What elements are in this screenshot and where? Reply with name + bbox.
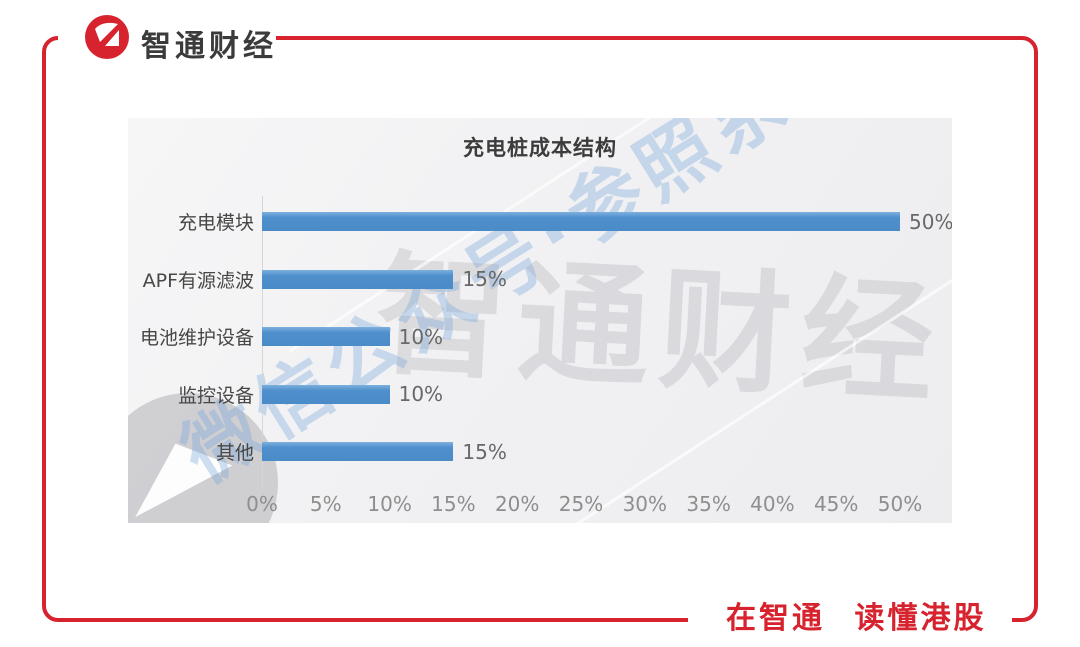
bar [262, 384, 390, 404]
category-label: 其他 [215, 442, 254, 465]
chart-row: 其他 15% [128, 423, 952, 481]
value-label: 50% [909, 209, 952, 234]
x-tick-label: 20% [494, 492, 540, 516]
value-label: 10% [398, 382, 444, 407]
brand-name: 智通财经 [141, 29, 277, 64]
x-tick-label: 45% [813, 492, 859, 516]
logo-z-icon [85, 13, 129, 61]
category-label: 电池维护设备 [139, 327, 254, 350]
chart-title: 充电桩成本结构 [463, 136, 617, 160]
bar [262, 269, 454, 289]
chart-row: 电池维护设备 10% [128, 308, 952, 366]
chart-row: APF有源滤波 15% [128, 251, 952, 309]
chart-panel: 智通财经 微信公众号·参照系 充电桩成本结构 充电模块 50% APF有源滤波 15%… [128, 118, 952, 523]
value-label: 10% [398, 324, 444, 349]
brand-slogan: 在智通 读懂港股 [726, 601, 987, 636]
x-tick-label: 40% [750, 492, 795, 516]
border-gap-bottom [688, 608, 1012, 630]
category-label: APF有源滤波 [142, 269, 254, 292]
chart-row: 充电模块 50% [128, 193, 952, 251]
x-tick-label: 30% [622, 492, 668, 516]
x-tick-label: 25% [558, 492, 604, 516]
red-frame-border [42, 36, 1038, 622]
value-label: 15% [462, 267, 507, 292]
plot-area: 充电模块 50% APF有源滤波 15% 电池维护设备 10% 监控设备 10% 其他 15% [128, 193, 952, 481]
x-tick-label: 10% [367, 492, 412, 516]
category-label: 充电模块 [177, 212, 254, 235]
x-tick-label: 5% [309, 492, 342, 516]
bar [262, 442, 454, 462]
x-tick-label: 50% [877, 492, 923, 516]
chart-row: 监控设备 10% [128, 366, 952, 424]
bar [262, 327, 390, 347]
x-tick-label: 0% [246, 492, 278, 516]
brand-logo [85, 15, 129, 59]
value-label: 15% [462, 439, 507, 464]
x-tick-label: 15% [431, 492, 476, 516]
x-tick-label: 35% [686, 492, 731, 516]
bar [262, 212, 900, 232]
category-label: 监控设备 [177, 384, 254, 407]
x-axis-ticks: 0% 5% 10% 15% 20% 25% 30% 35% 40% 45% 50% [128, 492, 952, 518]
